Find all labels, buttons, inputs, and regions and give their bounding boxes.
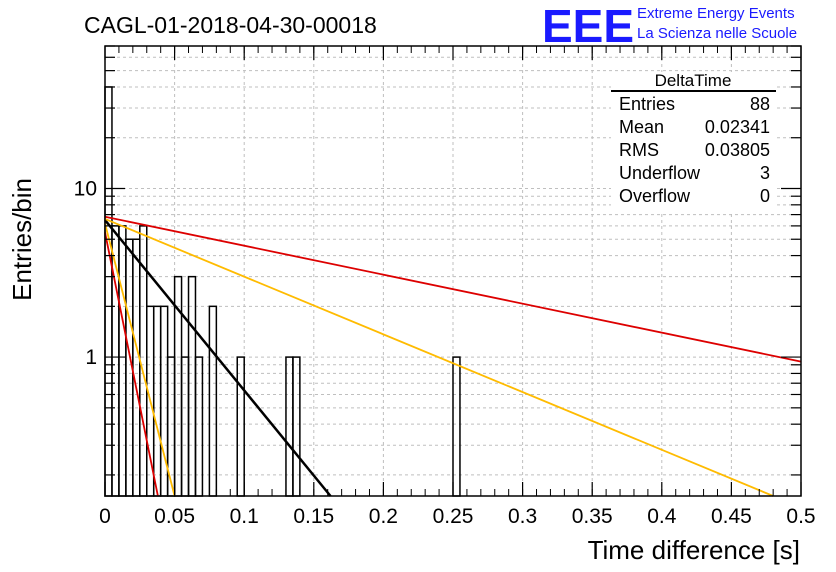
stats-label: RMS [619,140,659,160]
logo-line-2: La Scienza nelle Scuole [637,25,797,42]
x-tick-label: 0.45 [711,505,752,528]
x-tick-label: 0.15 [293,505,334,528]
stats-label: Underflow [619,163,701,183]
x-tick-label: 0.05 [154,505,195,528]
stats-value: 0.03805 [705,140,770,160]
histogram-bin [187,275,197,497]
y-tick-label: 1 [85,346,97,369]
logo-line-1: Extreme Energy Events [637,5,795,22]
stats-box-title: DeltaTime [655,71,732,90]
y-axis-title: Entries/bin [7,178,37,301]
x-axis-title: Time difference [s] [588,535,800,565]
fit-line-red [104,215,802,363]
y-tick-label: 10 [74,177,97,200]
stats-label: Overflow [619,186,691,206]
chart-title: CAGL-01-2018-04-30-00018 [84,12,377,38]
fit-line-black [104,219,332,497]
x-tick-label: 0.3 [508,505,537,528]
x-tick-label: 0.5 [786,505,815,528]
histogram-bin [104,86,113,497]
stats-value: 0 [760,186,770,206]
x-tick-label: 0.25 [433,505,474,528]
stats-box-background [611,72,776,212]
axis-ticks: 0 0.05 0.1 0.15 0.2 0.25 0.3 0.35 0.4 0.45 0.5 1 10 [74,45,816,528]
stats-value: 0.02341 [705,117,770,137]
x-tick-label: 0.1 [230,505,259,528]
eee-logo: EEE [542,0,634,52]
stats-label: Entries [619,94,675,114]
x-tick-label: 0.2 [369,505,398,528]
histogram-bin [132,238,141,497]
stats-value: 3 [760,163,770,183]
x-tick-label: 0 [99,505,111,528]
stats-label: Mean [619,117,664,137]
fit-line-orange [104,223,176,497]
fit-line-orange [104,218,774,497]
stats-box: DeltaTime Entries 88 Mean 0.02341 RMS 0.03805… [611,71,776,212]
x-tick-label: 0.35 [572,505,613,528]
x-tick-label: 0.4 [647,505,677,528]
stats-value: 88 [750,94,770,114]
histogram-bin [152,305,162,497]
fit-line-red [104,232,159,497]
histogram-bin [118,225,127,497]
histogram-bin [208,305,218,497]
